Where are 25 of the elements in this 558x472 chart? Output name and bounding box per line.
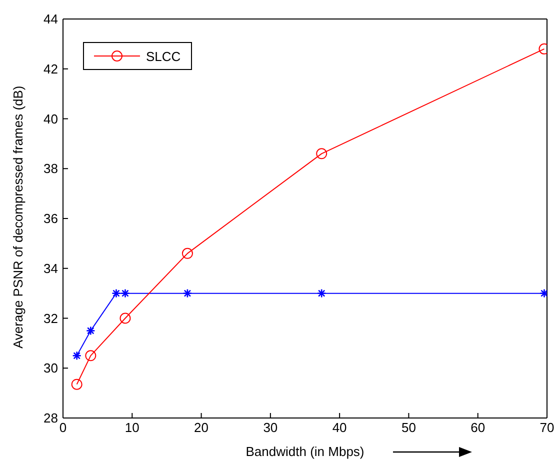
x-tick-label: 10 bbox=[124, 420, 140, 436]
y-tick-label: 44 bbox=[44, 12, 58, 27]
x-tick-label: 70 bbox=[540, 420, 554, 436]
x-axis-title: Bandwidth (in Mbps) bbox=[246, 444, 364, 459]
point bbox=[182, 248, 193, 259]
x-tick-label: 60 bbox=[470, 420, 486, 436]
y-tick-label: 38 bbox=[44, 161, 58, 176]
point bbox=[71, 378, 82, 390]
point bbox=[85, 350, 96, 362]
y-tick-label: 28 bbox=[44, 410, 58, 426]
x-tick-label: 20 bbox=[194, 420, 209, 436]
legend-label: SLCC bbox=[146, 48, 181, 64]
point bbox=[316, 148, 328, 160]
y-axis-title: Average PSNR of decompressed frames (dB) bbox=[10, 86, 26, 348]
x-tick-label: 50 bbox=[401, 420, 416, 436]
x-tick-label: 30 bbox=[263, 420, 278, 436]
x-tick-label: 0 bbox=[59, 420, 67, 436]
point bbox=[120, 312, 131, 324]
y-tick-label: 34 bbox=[44, 260, 58, 276]
y-tick-label: 40 bbox=[44, 111, 58, 126]
y-tick-label: 42 bbox=[44, 61, 58, 76]
y-tick-label: 32 bbox=[44, 310, 58, 326]
x-tick-label: 40 bbox=[332, 420, 347, 436]
y-tick-label: 36 bbox=[44, 211, 58, 226]
y-tick-label: 30 bbox=[44, 360, 58, 376]
